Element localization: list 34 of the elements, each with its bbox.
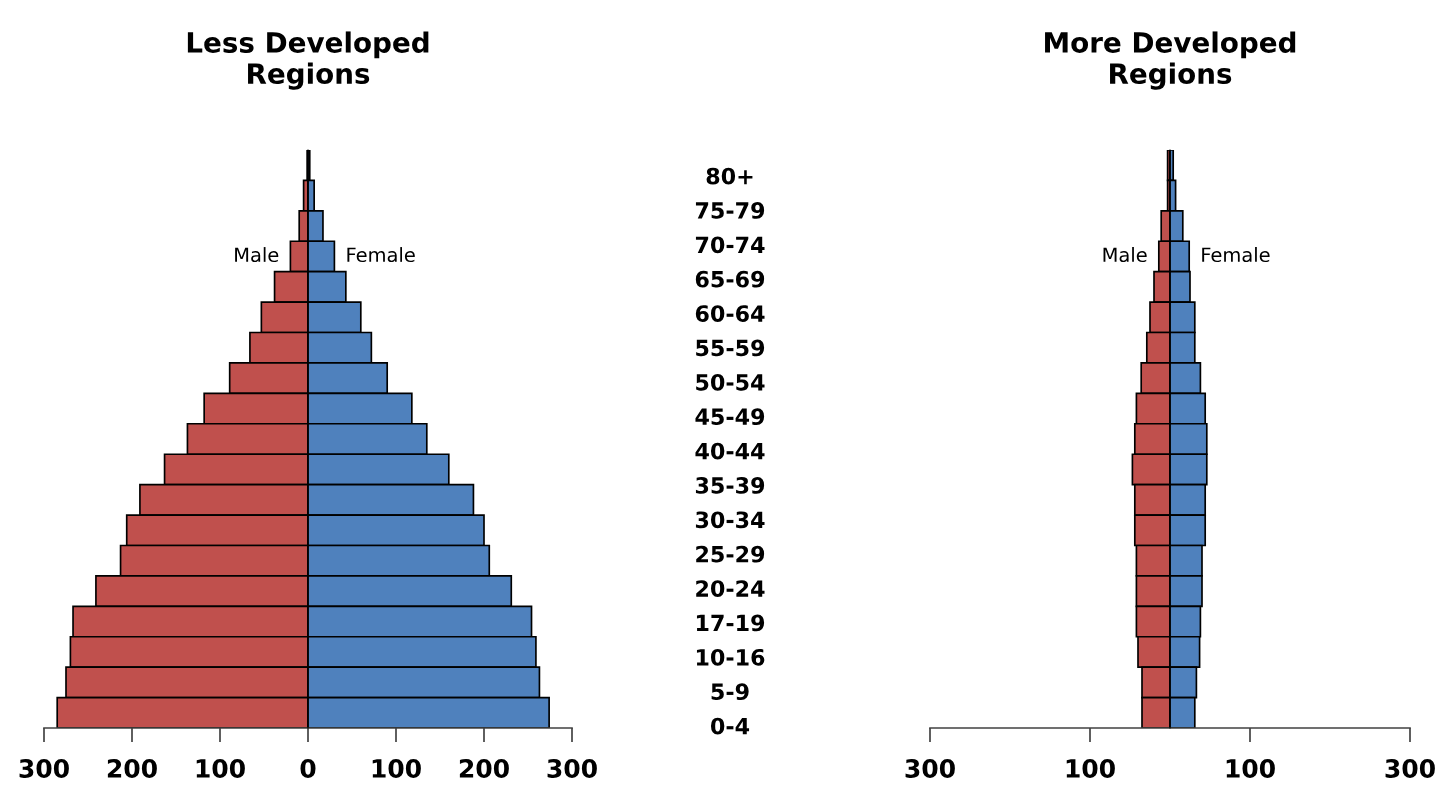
series-label: Male [1103,247,1147,263]
series-label: Female [1202,247,1270,263]
text: 35-39 [695,477,765,494]
chart-title: More Developed Regions [1045,31,1296,90]
x-tick-label: 200 [107,759,157,778]
chart-title: Less Developed Regions [187,31,429,90]
x-tick-label: 300 [19,759,69,778]
text: 75-79 [695,202,765,219]
series-label: Female [347,247,415,263]
x-tick-label: 300 [905,759,955,778]
text: 40-44 [695,442,765,460]
x-tick-label: 300 [1385,759,1435,778]
x-tick-label: 0 [300,759,316,778]
x-tick-label: 100 [1226,759,1275,778]
x-tick-label: 100 [1066,759,1115,778]
x-tick-label: 100 [196,759,245,778]
text: 65-69 [695,270,765,288]
text: 45-49 [695,408,765,426]
x-tick-label: 300 [547,759,597,778]
text: 20-24 [696,580,765,597]
text: 5-9 [711,683,749,701]
series-label: Male [235,247,279,263]
x-tick-label: 100 [372,759,421,778]
text: 60-64 [695,305,765,322]
x-tick-label: 200 [459,759,509,778]
text: 10-16 [696,648,765,666]
text: 50-54 [696,373,765,391]
text: 55-59 [696,339,765,357]
text: 80+ [706,167,753,185]
text: 25-29 [696,545,765,563]
text: 30-34 [695,511,765,529]
text: 70-74 [695,236,765,254]
text: 0-4 [710,717,750,735]
text: 17-19 [696,614,765,632]
